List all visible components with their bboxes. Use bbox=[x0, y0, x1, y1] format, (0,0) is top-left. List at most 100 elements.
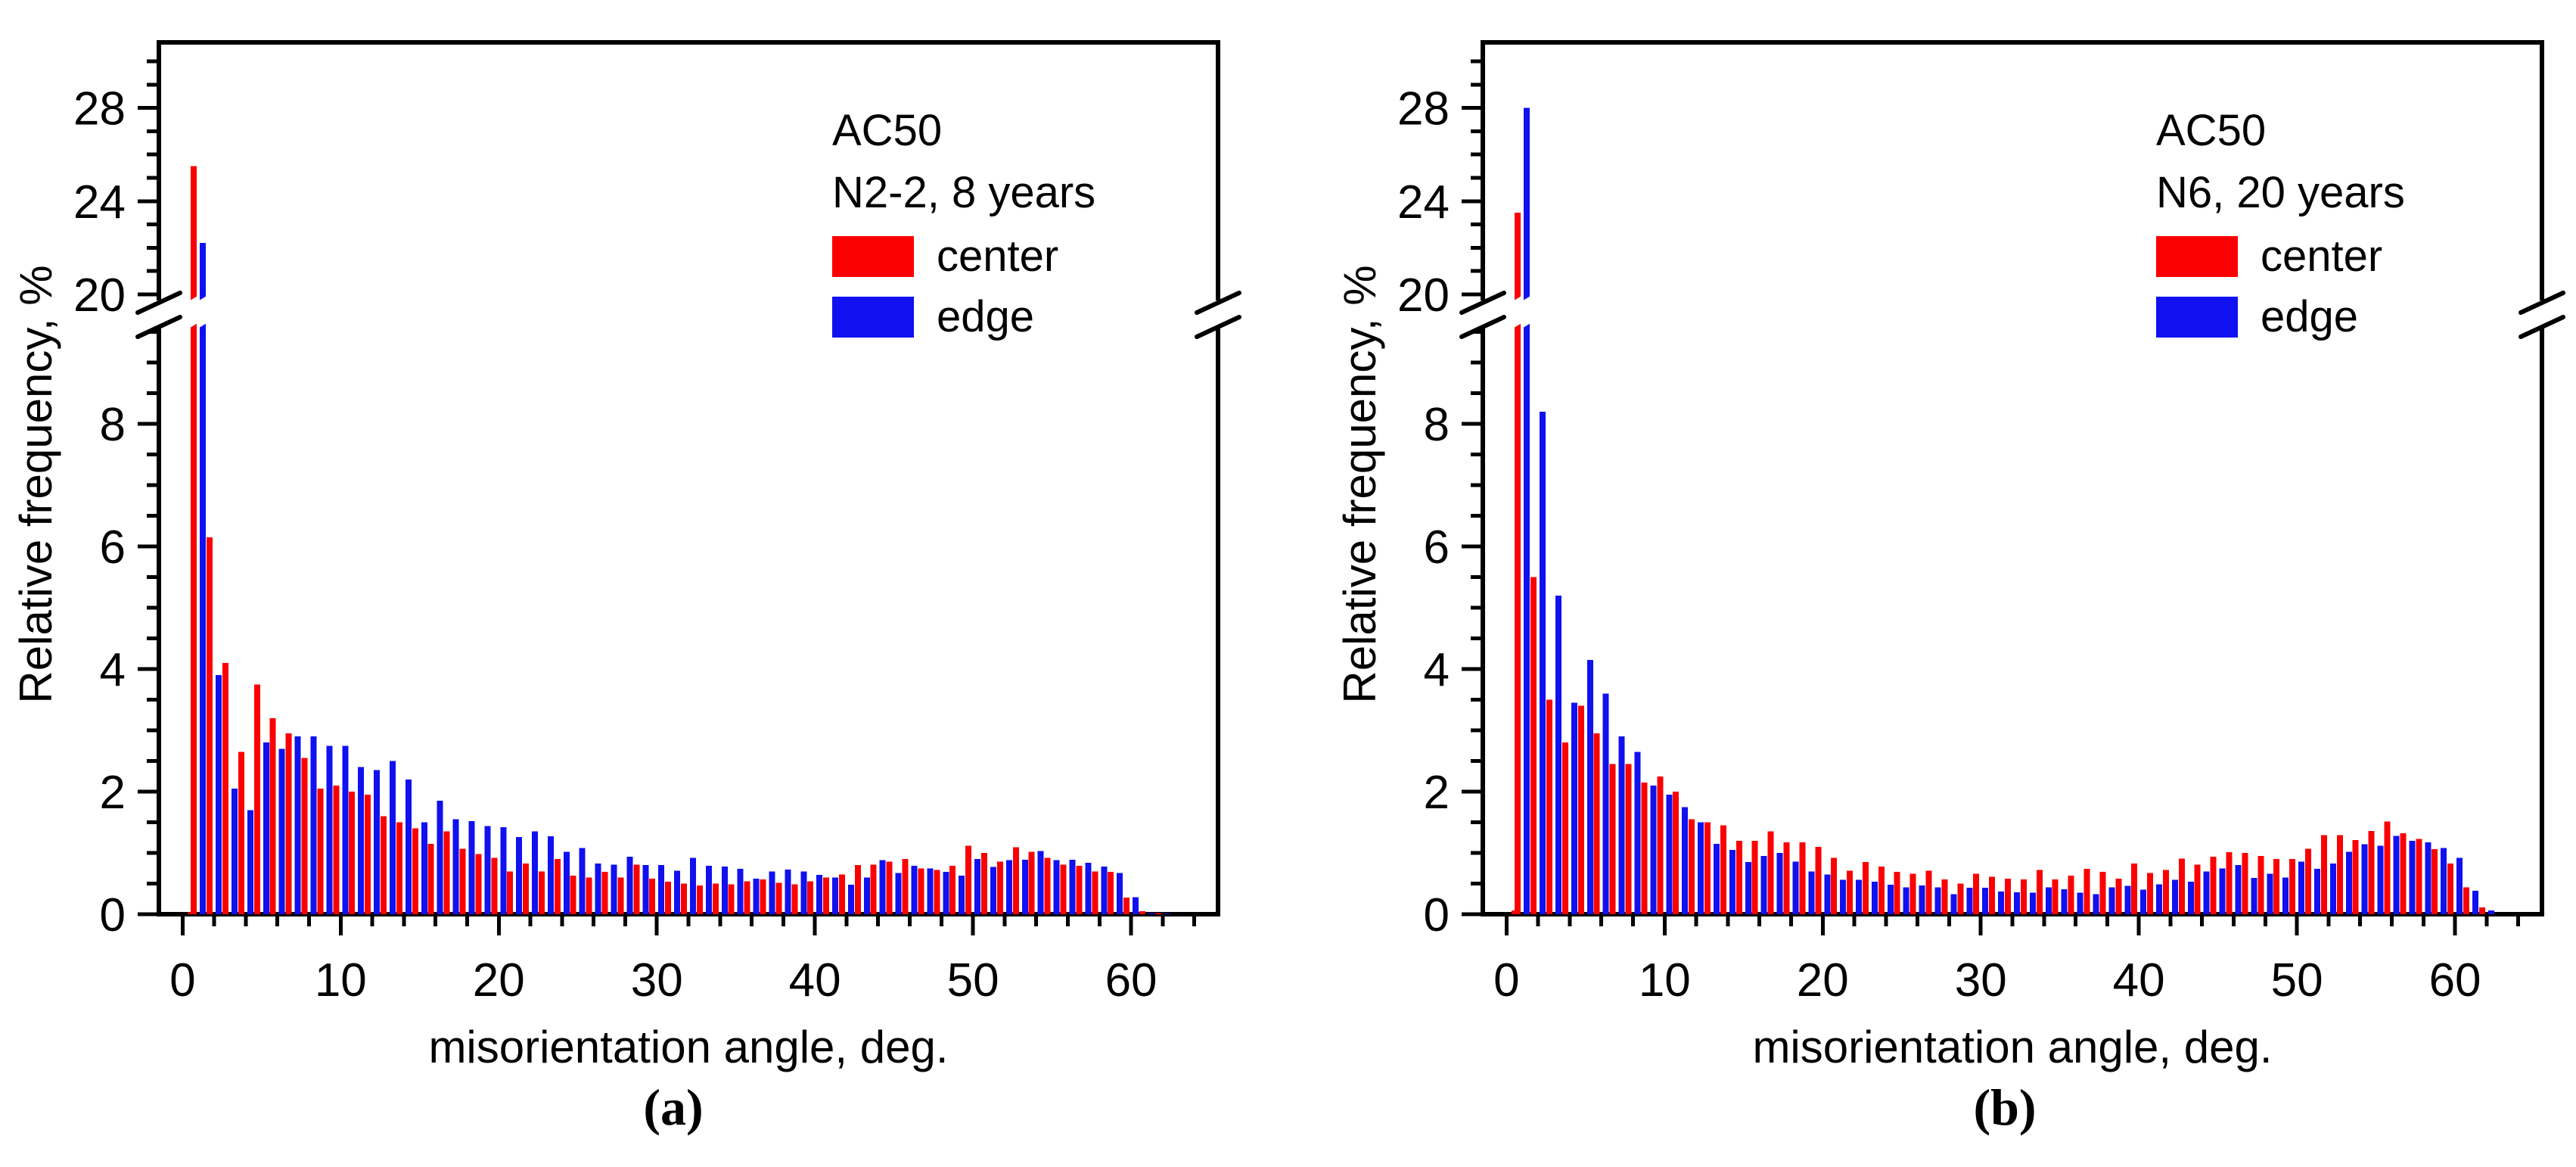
y-tick-label: 24 bbox=[1397, 176, 1450, 229]
bar-edge bbox=[2235, 865, 2242, 914]
caption-panel-b: (b) bbox=[1973, 1078, 2037, 1136]
bar-edge bbox=[1037, 851, 1044, 914]
bar-center bbox=[238, 752, 244, 914]
break-slash bbox=[1459, 315, 1506, 339]
x-tick-label: 10 bbox=[315, 954, 367, 1007]
break-slash bbox=[2519, 291, 2565, 315]
bar-edge bbox=[1698, 822, 1704, 914]
bar-edge bbox=[1760, 856, 1767, 914]
bar-edge bbox=[468, 820, 475, 914]
bar-edge bbox=[563, 851, 570, 914]
bar-edge bbox=[2377, 845, 2384, 914]
bar-center bbox=[1609, 764, 1616, 914]
bar-edge bbox=[231, 788, 238, 914]
bar-center bbox=[1076, 866, 1083, 914]
bar-center bbox=[823, 877, 830, 914]
break-slash bbox=[135, 315, 182, 339]
bar-center bbox=[712, 883, 719, 914]
bar-edge bbox=[2219, 868, 2226, 914]
bars bbox=[187, 166, 1170, 915]
break-slash bbox=[1459, 291, 1506, 315]
x-tick-label: 10 bbox=[1639, 954, 1691, 1007]
y-tick-label: 24 bbox=[73, 176, 126, 229]
bar-edge bbox=[1634, 752, 1641, 914]
bar-edge bbox=[769, 871, 775, 914]
bar-edge bbox=[943, 872, 949, 914]
bar-edge bbox=[2045, 887, 2052, 914]
bar-edge bbox=[405, 779, 412, 914]
bar-center bbox=[807, 881, 814, 914]
bar-edge bbox=[2282, 877, 2289, 914]
bar-center bbox=[1092, 871, 1098, 914]
bar-center bbox=[1593, 733, 1600, 914]
bar-edge bbox=[1133, 897, 1139, 914]
bar-edge bbox=[1069, 859, 1076, 914]
bar-edge bbox=[358, 767, 365, 914]
bar-center bbox=[1530, 577, 1537, 914]
bar-edge bbox=[1729, 849, 1735, 914]
x-tick-label: 20 bbox=[473, 954, 525, 1007]
bar-center bbox=[570, 875, 576, 914]
bar-edge bbox=[2156, 884, 2163, 914]
bar-center bbox=[443, 831, 450, 914]
bar-center bbox=[2289, 859, 2296, 914]
bar-center bbox=[681, 883, 687, 914]
bar-edge bbox=[1808, 871, 1815, 914]
bar-center bbox=[1989, 876, 1996, 914]
x-axis-title: misorientation angle, deg. bbox=[1752, 1022, 2272, 1072]
bar-edge bbox=[500, 826, 507, 914]
legend-label-center: center bbox=[2261, 232, 2382, 281]
bar-break-gap bbox=[199, 296, 207, 328]
y-tick-label: 2 bbox=[100, 767, 126, 819]
bar-edge bbox=[2061, 888, 2068, 914]
axis-break-gap bbox=[156, 300, 162, 328]
bar-center bbox=[744, 881, 750, 914]
bar-center bbox=[2226, 852, 2233, 914]
bar-center bbox=[728, 884, 735, 914]
bar-edge bbox=[1934, 887, 1941, 914]
y-tick-label: 0 bbox=[100, 889, 126, 941]
bar-center bbox=[301, 758, 308, 914]
bar-edge bbox=[326, 745, 333, 914]
bar-edge bbox=[1117, 873, 1123, 914]
bar-center bbox=[1012, 847, 1019, 914]
bar-edge bbox=[1164, 913, 1170, 914]
y-tick-label: 4 bbox=[1424, 644, 1450, 696]
bar-edge bbox=[990, 867, 997, 914]
bar-edge bbox=[2077, 892, 2083, 914]
bar-center bbox=[2305, 848, 2312, 914]
x-tick-label: 50 bbox=[2271, 954, 2323, 1007]
bar-center bbox=[191, 166, 197, 915]
x-tick-label: 60 bbox=[1105, 954, 1157, 1007]
bar-edge bbox=[1650, 785, 1657, 914]
bar-edge bbox=[2171, 879, 2178, 914]
bar-center bbox=[538, 871, 545, 914]
bar-edge bbox=[737, 869, 744, 914]
bar-edge bbox=[2251, 878, 2257, 914]
bar-center bbox=[1973, 873, 1980, 914]
axis-break-icon bbox=[2519, 291, 2565, 339]
y-tick-label: 20 bbox=[73, 269, 126, 322]
bar-edge bbox=[532, 831, 539, 914]
bar-center bbox=[2194, 864, 2201, 914]
bar-center bbox=[317, 788, 324, 914]
bar-center bbox=[838, 874, 845, 914]
bar-edge bbox=[1101, 866, 1108, 914]
bar-center bbox=[902, 859, 909, 914]
y-axis-title: Relative frequency, % bbox=[11, 265, 61, 703]
bar-edge bbox=[705, 866, 712, 914]
bar-edge bbox=[1792, 861, 1799, 914]
bars bbox=[1511, 107, 2494, 915]
bar-center bbox=[2352, 839, 2359, 914]
bar-center bbox=[2478, 907, 2485, 914]
bar-edge bbox=[1966, 888, 1973, 914]
bar-edge bbox=[2314, 869, 2321, 914]
bar-edge bbox=[2425, 842, 2432, 914]
bar-center bbox=[1957, 883, 1964, 914]
bar-edge bbox=[2298, 861, 2305, 914]
bar-center bbox=[2400, 833, 2407, 914]
bar-edge bbox=[626, 856, 633, 914]
legend: AC50 N2-2, 8 years center edge bbox=[832, 106, 1095, 341]
